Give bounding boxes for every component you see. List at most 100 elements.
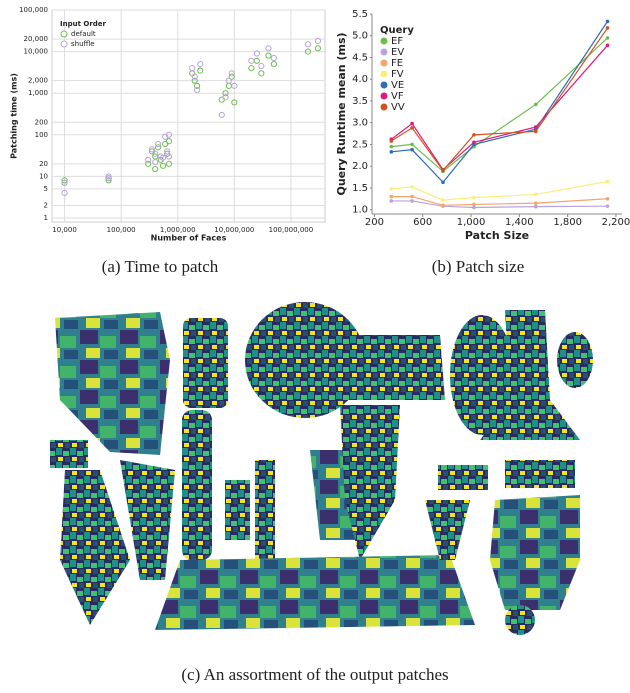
point: [410, 185, 414, 189]
point: [390, 145, 394, 149]
point: [441, 169, 445, 173]
x-tick-label: 1,800: [553, 217, 582, 228]
y-tick-label: 20: [39, 160, 48, 168]
legend-swatch: [381, 93, 387, 99]
y-tick-label: 200: [35, 118, 48, 126]
point: [226, 83, 231, 88]
legend-label: VV: [391, 102, 405, 113]
caption: (b) Patch size: [432, 257, 525, 276]
legend-label: FV: [391, 69, 404, 80]
point: [534, 193, 538, 197]
x-tick-label: 200: [365, 217, 384, 228]
point: [254, 58, 259, 63]
line: [391, 197, 607, 206]
point: [606, 204, 610, 208]
legend-swatch: [381, 82, 387, 88]
point: [271, 55, 276, 60]
line: [391, 28, 607, 171]
point: [441, 180, 445, 184]
point: [249, 66, 254, 71]
point: [606, 36, 610, 40]
point: [390, 150, 394, 154]
point: [606, 44, 610, 48]
point: [390, 139, 394, 143]
y-tick-label: 1.5: [352, 183, 368, 194]
point: [472, 196, 476, 200]
y-tick-label: 4.0: [352, 74, 368, 85]
point: [390, 187, 394, 191]
point: [606, 20, 610, 24]
point: [472, 140, 476, 144]
point: [534, 201, 538, 205]
y-tick-label: 3.5: [352, 96, 368, 107]
point: [229, 71, 234, 76]
y-tick-label: 1,000: [28, 89, 48, 97]
legend-swatch: [61, 31, 67, 37]
point: [315, 46, 320, 51]
legend-swatch: [61, 41, 67, 47]
point: [390, 195, 394, 199]
point: [166, 139, 171, 144]
line: [391, 38, 607, 171]
legend-swatch: [381, 71, 387, 77]
point: [410, 122, 414, 126]
x-axis-title: Number of Faces: [151, 234, 227, 243]
point: [305, 42, 310, 47]
point: [606, 180, 610, 184]
legend-swatch: [381, 104, 387, 110]
y-tick-label: 100: [35, 131, 48, 139]
y-tick-label: 5.0: [352, 31, 368, 42]
point: [259, 63, 264, 68]
point: [266, 46, 271, 51]
y-tick-label: 2.0: [352, 161, 368, 172]
y-tick-label: 2,000: [28, 77, 48, 85]
point: [219, 112, 224, 117]
x-tick-label: 100,000,000: [269, 226, 314, 234]
point: [534, 130, 538, 134]
point: [441, 198, 445, 202]
point: [534, 125, 538, 129]
plot-area: [372, 14, 622, 214]
legend-title: Query: [380, 25, 414, 36]
legend-label: VE: [391, 80, 404, 91]
point: [153, 166, 158, 171]
point: [259, 71, 264, 76]
point: [249, 58, 254, 63]
x-axis-title: Patch Size: [465, 229, 529, 242]
point: [534, 103, 538, 107]
point: [472, 203, 476, 207]
y-tick-label: 5: [44, 185, 48, 193]
x-tick-label: 1,400: [505, 217, 534, 228]
x-tick-label: 100,000: [107, 226, 136, 234]
legend-label: EV: [391, 47, 404, 58]
y-tick-label: 3.0: [352, 118, 368, 129]
point: [534, 205, 538, 209]
y-axis-title: Patching time (ms): [10, 73, 19, 159]
point: [606, 26, 610, 30]
legend-label: shuffle: [71, 40, 95, 48]
legend-label: VF: [391, 91, 404, 102]
caption: (a) Time to patch: [102, 257, 219, 276]
x-tick-label: 10,000: [52, 226, 77, 234]
point: [266, 53, 271, 58]
legend-label: EF: [391, 36, 403, 47]
line: [391, 181, 607, 200]
point: [271, 62, 276, 67]
point: [190, 66, 195, 71]
line: [391, 21, 607, 182]
y-tick-label: 10,000: [24, 48, 49, 56]
legend-title: Input Order: [60, 20, 107, 28]
point: [390, 199, 394, 203]
point: [410, 195, 414, 199]
point: [198, 62, 203, 67]
point: [472, 133, 476, 137]
y-axis-title: Query Runtime mean (ms): [335, 32, 348, 195]
y-tick-label: 1.0: [352, 205, 368, 216]
legend-swatch: [381, 38, 387, 44]
caption: (c) An assortment of the output patches: [181, 665, 448, 684]
figure: (c) An assortment of the output patches …: [0, 0, 630, 689]
legend-swatch: [381, 60, 387, 66]
patch-renders: [50, 302, 593, 635]
point: [441, 204, 445, 208]
y-tick-label: 100,000: [19, 6, 48, 14]
